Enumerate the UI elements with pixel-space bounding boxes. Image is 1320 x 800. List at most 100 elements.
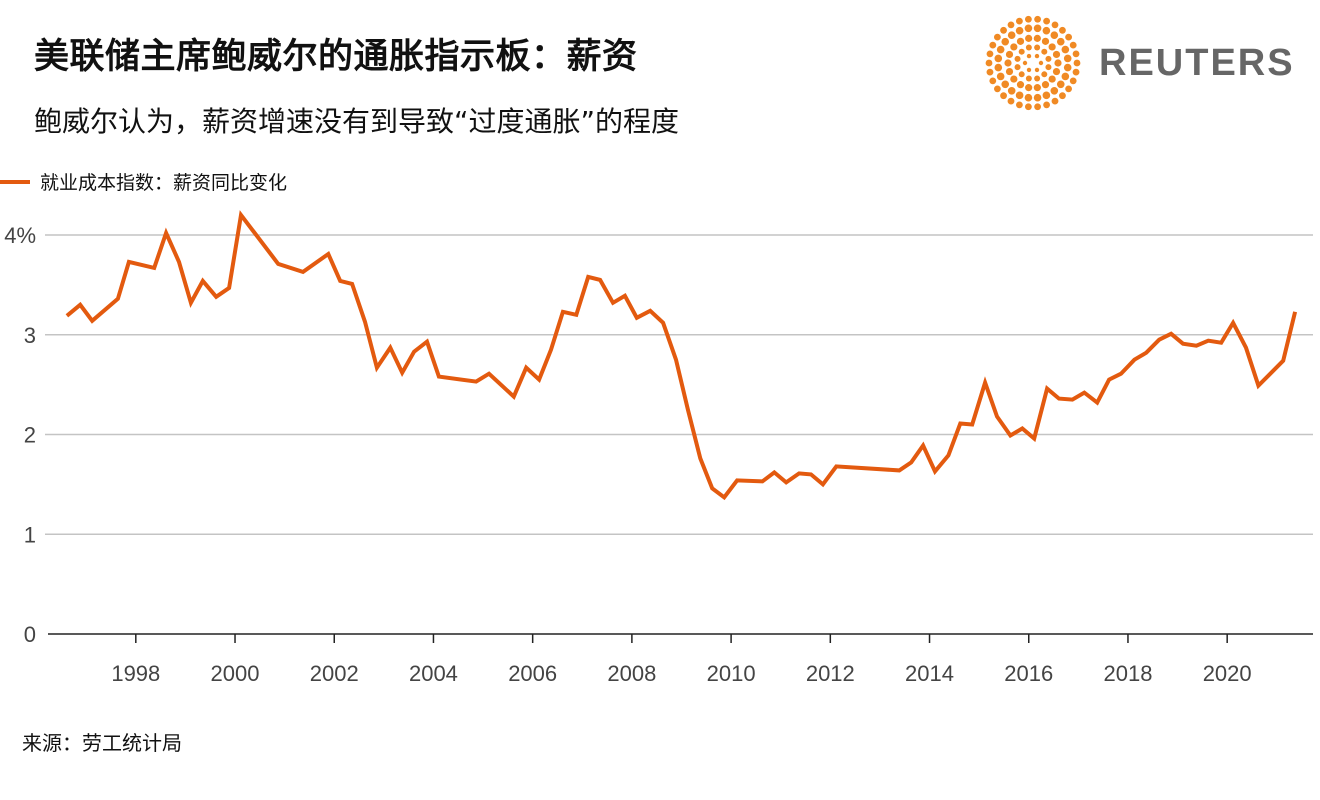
logo-dot (1056, 80, 1065, 89)
logo-dot (989, 41, 997, 49)
logo-dot (994, 33, 1001, 41)
logo-dot (1001, 80, 1010, 89)
x-tick-label: 2014 (905, 661, 954, 686)
logo-dot (994, 63, 1003, 72)
logo-dot (1050, 86, 1059, 95)
logo-dot (1072, 68, 1080, 76)
logo-dot (986, 68, 994, 76)
logo-dot (1033, 84, 1041, 92)
logo-dot (1052, 67, 1061, 76)
logo-dot (1025, 75, 1032, 82)
logo-dot (1059, 92, 1066, 100)
logo-dot (1014, 55, 1021, 62)
x-tick-label: 2002 (310, 661, 359, 686)
x-tick-label: 2004 (409, 661, 458, 686)
legend: 就业成本指数：薪资同比变化 (0, 168, 287, 195)
logo-dot (1015, 91, 1024, 100)
logo-dot (1041, 37, 1050, 45)
y-tick-label: 4% (4, 223, 36, 248)
logo-dot (1025, 15, 1032, 23)
x-tick-label: 2010 (707, 661, 756, 686)
logo-dot (994, 54, 1003, 63)
logo-dot (986, 50, 994, 58)
logo-dot (1063, 63, 1072, 72)
logo-dot (1052, 50, 1061, 59)
logo-dot (1025, 34, 1033, 42)
reuters-dot-circle-icon (985, 15, 1081, 111)
chart-title: 美联储主席鲍威尔的通胀指示板：薪资 (34, 37, 638, 77)
logo-dot (1034, 53, 1040, 59)
x-tick-label: 2000 (211, 661, 260, 686)
logo-dot (1026, 53, 1032, 59)
logo-dot (1069, 77, 1077, 85)
x-tick-label: 1998 (111, 661, 160, 686)
logo-dot (1061, 45, 1070, 54)
logo-dot (1014, 64, 1021, 71)
x-tick-label: 2008 (607, 661, 656, 686)
logo-dot (1007, 97, 1015, 105)
logo-dot (1010, 75, 1018, 83)
logo-dot (1018, 71, 1025, 78)
x-tick-label: 2020 (1203, 661, 1252, 686)
logo-dot (1051, 21, 1059, 29)
x-tick-label: 2006 (508, 661, 557, 686)
logo-dot (1072, 50, 1080, 58)
logo-dot (1073, 59, 1081, 67)
logo-dot (1041, 48, 1048, 55)
logo-dot (1043, 17, 1050, 25)
logo-dot (1016, 17, 1023, 25)
logo-dot (1007, 31, 1016, 40)
y-tick-label: 2 (24, 423, 36, 448)
logo-dot (1015, 26, 1024, 35)
logo-dot (1033, 24, 1042, 33)
logo-dot (1061, 72, 1070, 81)
logo-dot (1007, 86, 1016, 95)
logo-dot (1065, 85, 1072, 93)
x-tick-label: 2016 (1004, 661, 1053, 686)
series-line (65, 210, 1298, 501)
logo-dot (1038, 60, 1044, 66)
logo-dot (1056, 37, 1065, 46)
logo-dot (1041, 81, 1050, 89)
logo-dot (1042, 91, 1051, 100)
legend-label: 就业成本指数：薪资同比变化 (40, 172, 288, 194)
logo-text: REUTERS (1099, 41, 1295, 84)
logo-dot (1054, 59, 1062, 67)
logo-dot (1024, 24, 1033, 33)
logo-dot (1034, 44, 1041, 51)
logo-dot (1069, 41, 1077, 49)
logo-dot (996, 72, 1005, 81)
logo-dot (1048, 43, 1056, 51)
logo-dot (1025, 44, 1032, 51)
y-tick-label: 3 (24, 323, 36, 348)
logo-dot (1016, 101, 1023, 109)
logo-dot (1033, 34, 1041, 42)
logo-dot (1041, 71, 1048, 78)
logo-dot (1024, 93, 1033, 102)
logo-dot (1042, 26, 1051, 35)
logo-dot (1007, 21, 1015, 29)
logo-dot (1065, 33, 1072, 41)
logo-dot (1010, 43, 1018, 51)
logo-dot (1005, 50, 1014, 59)
logo-dot (1045, 55, 1052, 62)
logo-dot (1022, 60, 1028, 66)
y-tick-label: 1 (24, 522, 36, 547)
logo-dot (1034, 67, 1040, 73)
logo-dot (1048, 75, 1056, 83)
reuters-logo: REUTERS (985, 15, 1295, 111)
y-tick-label: 0 (24, 622, 36, 647)
x-tick-label: 2018 (1103, 661, 1152, 686)
logo-dot (1000, 26, 1007, 34)
logo-dot (1034, 15, 1041, 23)
logo-dot (1026, 67, 1032, 73)
logo-dot (1001, 37, 1010, 46)
logo-dot (1063, 54, 1072, 63)
logo-dot (1004, 59, 1012, 67)
logo-dot (1051, 97, 1059, 105)
logo-dot (1000, 92, 1007, 100)
logo-dot (1016, 81, 1025, 89)
logo-dot (1025, 84, 1033, 92)
chart-subtitle: 鲍威尔认为，薪资增速没有到导致“过度通胀”的程度 (34, 105, 680, 138)
